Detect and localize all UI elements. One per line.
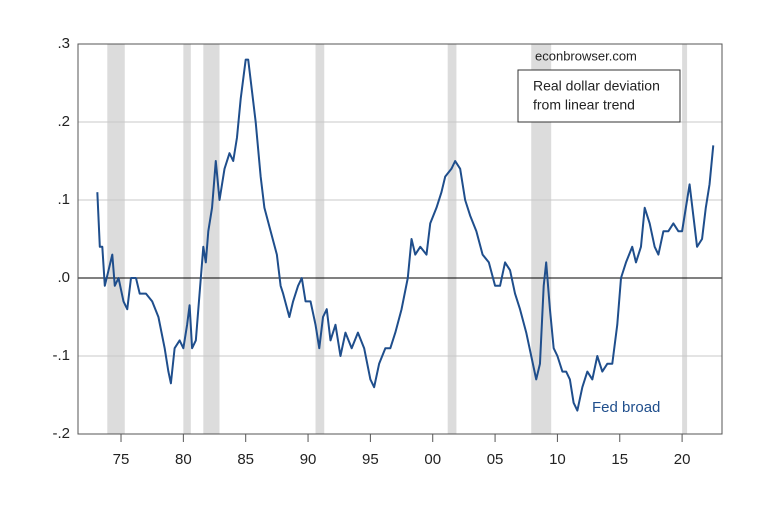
x-tick-label: 15: [611, 451, 628, 468]
y-tick-label: .1: [57, 191, 70, 208]
x-tick-label: 80: [175, 451, 192, 468]
x-tick-label: 85: [237, 451, 254, 468]
recession-band: [183, 44, 191, 434]
recession-band: [447, 44, 457, 434]
recession-band: [682, 44, 688, 434]
x-tick-label: 95: [362, 451, 379, 468]
legend-text: from linear trend: [533, 97, 635, 113]
plot-frame: [77, 43, 723, 435]
y-tick-label: -.1: [52, 347, 70, 364]
x-tick-label: 90: [300, 451, 317, 468]
series-line: [96, 58, 715, 412]
recession-layer: [107, 44, 688, 434]
line-layer: [96, 58, 715, 412]
recession-band: [531, 44, 552, 434]
x-tick-label: 00: [424, 451, 441, 468]
legend-text: Real dollar deviation: [533, 78, 660, 94]
series-label: Fed broad: [592, 399, 660, 416]
source-note: econbrowser.com: [535, 48, 637, 63]
recession-band: [107, 44, 125, 434]
label-layer: -.2 -.1 .0 .1 .2 .3 75 80 85 90 95 00 05 10 15 20: [52, 35, 690, 468]
y-tick-label: .3: [57, 35, 70, 52]
y-tick-label: -.2: [52, 425, 70, 442]
x-tick-label: 05: [487, 451, 504, 468]
x-tick-label: 75: [113, 451, 130, 468]
x-tick-label: 20: [674, 451, 691, 468]
x-tick-label: 10: [549, 451, 566, 468]
y-tick-label: .2: [57, 113, 70, 130]
y-tick-label: .0: [57, 269, 70, 286]
recession-band: [203, 44, 220, 434]
recession-band: [315, 44, 325, 434]
legend-box: [517, 69, 681, 123]
